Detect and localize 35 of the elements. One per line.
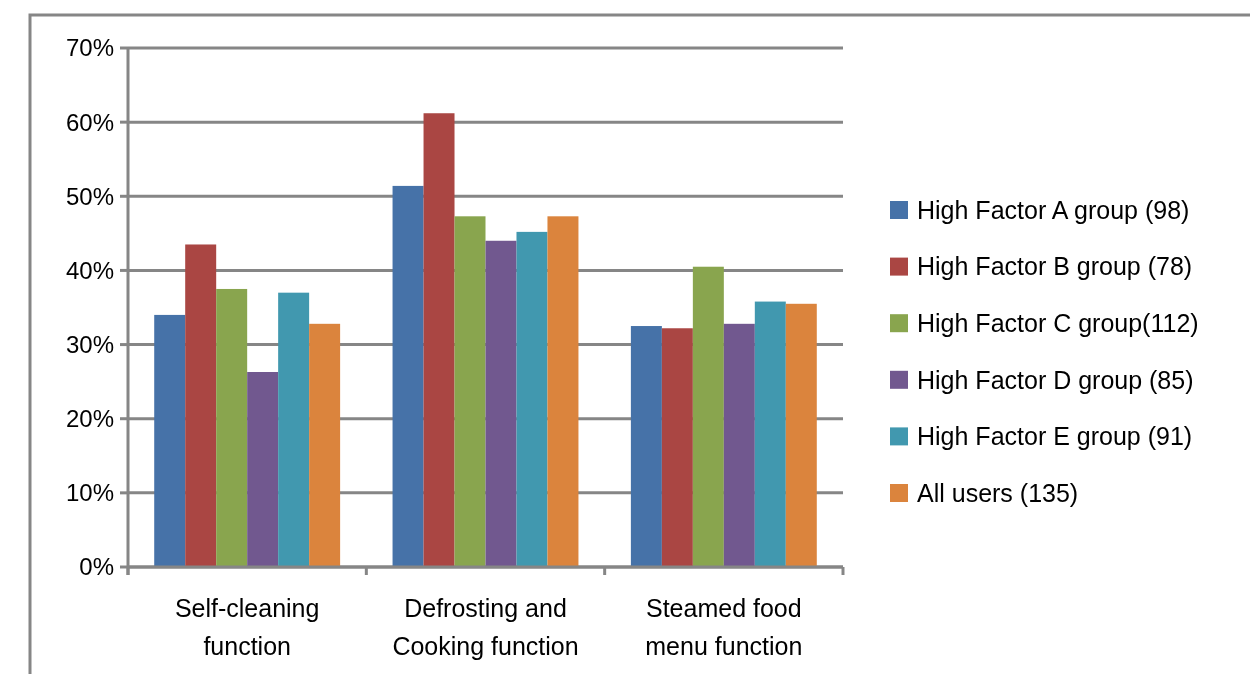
x-tick-label: Self-cleaning function <box>174 594 320 660</box>
x-tick-label: Defrosting and Cooking function <box>392 594 579 660</box>
y-tick-label: 10% <box>65 479 114 507</box>
legend-label: High Factor D group (85) <box>917 365 1194 394</box>
bar <box>785 303 817 567</box>
bar <box>423 113 455 567</box>
legend-label: High Factor E group (91) <box>917 422 1193 451</box>
y-tick-label: 70% <box>65 34 114 62</box>
bar <box>247 372 279 567</box>
bar <box>547 216 579 567</box>
bar <box>392 185 424 567</box>
legend-label: High Factor C group(112) <box>917 308 1199 337</box>
bar <box>723 323 755 567</box>
bar <box>154 314 186 567</box>
bar <box>754 301 786 567</box>
bar <box>485 240 517 567</box>
y-tick-label: 60% <box>65 108 114 136</box>
legend-label: High Factor A group (98) <box>917 195 1190 224</box>
y-tick-label: 50% <box>65 182 114 210</box>
x-tick-label: Steamed food menu function <box>645 594 803 660</box>
bar <box>454 216 486 567</box>
y-tick-label: 20% <box>65 405 114 433</box>
legend-label: High Factor B group (78) <box>917 252 1193 281</box>
bar <box>692 266 724 567</box>
bar <box>516 231 548 567</box>
bar <box>309 323 341 567</box>
bar <box>185 244 217 567</box>
bar <box>216 288 248 567</box>
bar <box>278 292 310 567</box>
bar <box>630 326 662 567</box>
y-tick-label: 0% <box>79 553 114 581</box>
y-tick-label: 40% <box>65 256 114 284</box>
legend-label: All users (135) <box>917 478 1079 507</box>
y-tick-label: 30% <box>65 330 114 358</box>
bar <box>661 328 693 567</box>
